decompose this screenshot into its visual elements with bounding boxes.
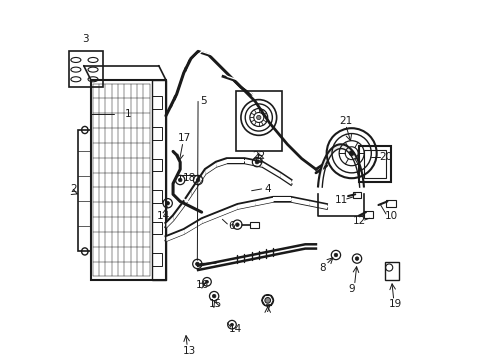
Text: 13: 13 <box>182 346 195 356</box>
Text: 16: 16 <box>195 280 208 291</box>
Bar <box>249 222 258 228</box>
Bar <box>78 130 91 251</box>
Text: 7: 7 <box>264 303 270 314</box>
Circle shape <box>195 262 199 266</box>
Bar <box>151 80 165 280</box>
Text: 2: 2 <box>70 184 77 194</box>
Text: 4: 4 <box>264 184 270 194</box>
Bar <box>385 201 395 207</box>
Bar <box>235 91 282 152</box>
Text: 17: 17 <box>178 133 191 143</box>
Circle shape <box>333 253 337 257</box>
Text: 10: 10 <box>385 211 397 221</box>
Text: 5: 5 <box>256 156 263 165</box>
Text: 3: 3 <box>82 34 89 44</box>
Bar <box>152 222 162 234</box>
Bar <box>91 80 165 280</box>
Circle shape <box>178 178 182 182</box>
Text: 20: 20 <box>378 152 391 162</box>
Text: 22: 22 <box>252 151 265 161</box>
Bar <box>152 159 162 171</box>
Text: 5: 5 <box>200 96 206 107</box>
Circle shape <box>230 323 233 326</box>
Text: 12: 12 <box>352 216 366 226</box>
Circle shape <box>205 280 208 283</box>
Text: 21: 21 <box>338 116 351 126</box>
Text: 1: 1 <box>125 109 131 119</box>
Circle shape <box>235 223 239 226</box>
Circle shape <box>348 151 353 156</box>
Bar <box>152 127 162 140</box>
Bar <box>358 146 390 182</box>
Bar <box>384 262 398 280</box>
Bar <box>152 253 162 266</box>
Circle shape <box>256 115 261 120</box>
Bar <box>152 96 162 109</box>
Circle shape <box>354 257 358 260</box>
Text: 18: 18 <box>183 173 196 183</box>
Circle shape <box>212 294 216 298</box>
Text: 9: 9 <box>347 284 354 294</box>
Text: 11: 11 <box>334 195 347 204</box>
Bar <box>353 192 361 198</box>
Bar <box>364 211 372 217</box>
Circle shape <box>255 160 258 164</box>
Bar <box>152 190 162 203</box>
Circle shape <box>196 178 200 182</box>
Text: 14: 14 <box>156 211 169 221</box>
Circle shape <box>165 202 169 205</box>
Text: 19: 19 <box>388 299 401 309</box>
Text: 8: 8 <box>318 262 325 273</box>
Text: 14: 14 <box>228 324 242 334</box>
Bar <box>364 150 385 178</box>
Text: 6: 6 <box>227 221 234 231</box>
Text: 15: 15 <box>209 299 222 309</box>
Circle shape <box>264 297 270 303</box>
Bar <box>69 51 103 87</box>
